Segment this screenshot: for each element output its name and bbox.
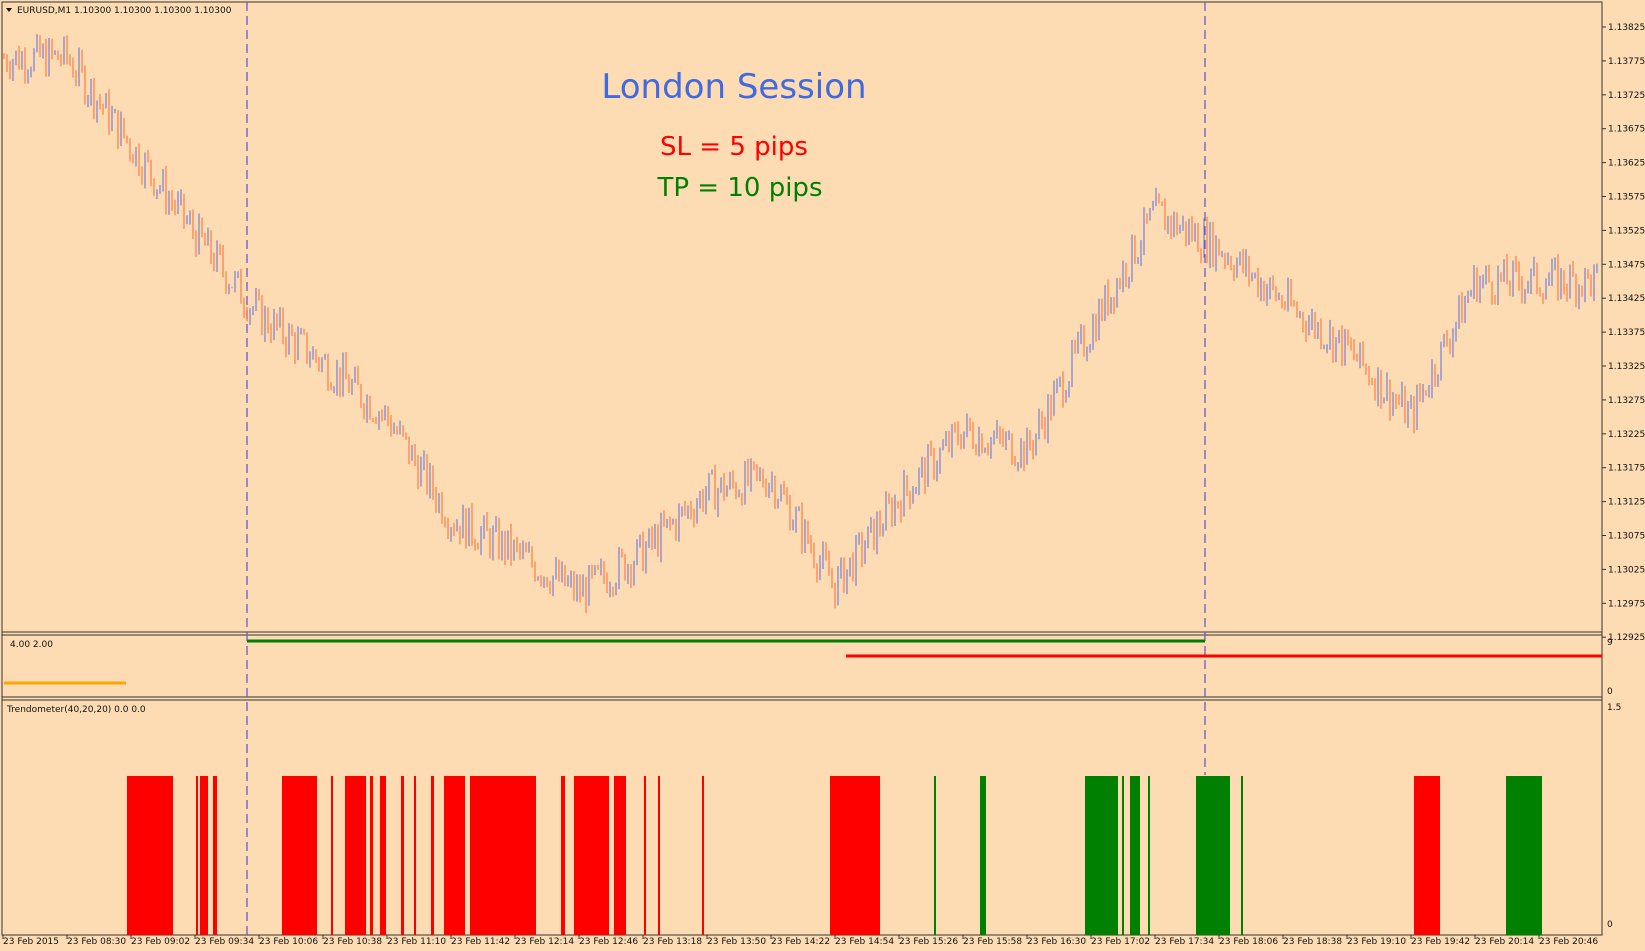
price-tick-label: 1.13075 xyxy=(1608,532,1645,542)
trend-axis-top: 1.5 xyxy=(1607,703,1621,713)
time-tick-label: 23 Feb 12:14 xyxy=(515,937,574,947)
trend-bar-red xyxy=(644,776,646,935)
candlestick-series xyxy=(3,34,1598,614)
trend-bar-red xyxy=(574,776,609,935)
price-tick-label: 1.13325 xyxy=(1608,362,1645,372)
time-tick-label: 23 Feb 20:46 xyxy=(1539,937,1598,947)
trend-bar-red xyxy=(614,776,626,935)
symbol-header: EURUSD,M1 1.10300 1.10300 1.10300 1.1030… xyxy=(17,6,232,16)
time-tick-label: 23 Feb 10:06 xyxy=(259,937,318,947)
trend-bar-red xyxy=(213,776,217,935)
time-tick-label: 23 Feb 10:38 xyxy=(323,937,382,947)
trend-bar-red xyxy=(196,776,198,935)
chevron-down-icon[interactable] xyxy=(6,8,12,12)
time-tick-label: 23 Feb 11:10 xyxy=(387,937,446,947)
time-axis: 23 Feb 2015 23 Feb 08:30 23 Feb 09:02 23 Fe… xyxy=(2,935,1598,947)
time-tick-label: 23 Feb 14:54 xyxy=(835,937,894,947)
trend-histogram xyxy=(127,776,1542,935)
time-tick-label: 23 Feb 18:06 xyxy=(1219,937,1278,947)
trend-bar-green xyxy=(1122,776,1124,935)
price-tick-label: 1.12975 xyxy=(1608,599,1645,609)
trend-bar-green xyxy=(1130,776,1140,935)
time-tick-label: 23 Feb 20:14 xyxy=(1475,937,1534,947)
price-tick-label: 1.13025 xyxy=(1608,565,1645,575)
trend-bar-red xyxy=(345,776,366,935)
time-tick-label: 23 Feb 2015 xyxy=(3,937,59,947)
trend-bar-green xyxy=(1085,776,1118,935)
session-label[interactable]: London Session xyxy=(601,67,866,107)
middle-axis-top: 9 xyxy=(1607,638,1613,648)
trend-bar-red xyxy=(380,776,386,935)
price-tick-label: 1.13825 xyxy=(1608,23,1645,33)
time-tick-label: 23 Feb 17:34 xyxy=(1155,937,1214,947)
time-tick-label: 23 Feb 19:10 xyxy=(1347,937,1406,947)
trend-axis-bottom: 0 xyxy=(1607,920,1613,930)
time-tick-label: 23 Feb 15:58 xyxy=(963,937,1022,947)
time-tick-label: 23 Feb 16:30 xyxy=(1027,937,1086,947)
middle-panel-label: 4.00 2.00 xyxy=(10,640,53,650)
trend-bar-red xyxy=(414,776,416,935)
price-tick-label: 1.13475 xyxy=(1608,260,1645,270)
sl-label[interactable]: SL = 5 pips xyxy=(660,132,808,162)
time-tick-label: 23 Feb 18:38 xyxy=(1283,937,1342,947)
price-tick-label: 1.13125 xyxy=(1608,498,1645,508)
time-tick-label: 23 Feb 12:46 xyxy=(579,937,638,947)
trend-bar-red xyxy=(702,776,704,935)
time-tick-label: 23 Feb 13:50 xyxy=(707,937,766,947)
price-tick-label: 1.13425 xyxy=(1608,294,1645,304)
price-tick-label: 1.13375 xyxy=(1608,328,1645,338)
tp-label[interactable]: TP = 10 pips xyxy=(656,173,822,203)
trend-bar-red xyxy=(561,776,565,935)
trend-bar-red xyxy=(370,776,373,935)
price-tick-label: 1.13525 xyxy=(1608,226,1645,236)
trend-bar-red xyxy=(658,776,660,935)
trend-bar-red xyxy=(1414,776,1440,935)
trend-bar-green xyxy=(934,776,936,935)
price-tick-label: 1.13575 xyxy=(1608,193,1645,203)
price-tick-label: 1.13225 xyxy=(1608,430,1645,440)
time-tick-label: 23 Feb 17:02 xyxy=(1091,937,1150,947)
price-tick-label: 1.13275 xyxy=(1608,396,1645,406)
trend-bar-red xyxy=(444,776,465,935)
price-tick-label: 1.12925 xyxy=(1608,633,1645,643)
time-tick-label: 23 Feb 09:34 xyxy=(195,937,254,947)
time-tick-label: 23 Feb 14:22 xyxy=(771,937,830,947)
trend-bar-green xyxy=(1241,776,1243,935)
trend-bar-red xyxy=(401,776,404,935)
trend-bar-green xyxy=(1196,776,1230,935)
price-axis: 1.13825 1.13775 1.13725 1.13675 1.13625 1.135… xyxy=(1602,23,1645,643)
trend-bar-red xyxy=(200,776,208,935)
price-tick-label: 1.13175 xyxy=(1608,464,1645,474)
time-tick-label: 23 Feb 09:02 xyxy=(131,937,190,947)
price-tick-label: 1.13675 xyxy=(1608,125,1645,135)
price-tick-label: 1.13625 xyxy=(1608,159,1645,169)
time-tick-label: 23 Feb 11:42 xyxy=(451,937,510,947)
trend-bar-green xyxy=(1506,776,1542,935)
time-tick-label: 23 Feb 13:18 xyxy=(643,937,702,947)
trend-bar-red xyxy=(470,776,536,935)
trend-bar-green xyxy=(980,776,986,935)
trend-bar-red xyxy=(127,776,173,935)
trend-bar-red xyxy=(331,776,333,935)
time-tick-label: 23 Feb 19:42 xyxy=(1411,937,1470,947)
trend-bar-green xyxy=(1148,776,1150,935)
trend-bar-red xyxy=(431,776,434,935)
trend-bar-red xyxy=(282,776,317,935)
time-tick-label: 23 Feb 08:30 xyxy=(67,937,126,947)
trend-panel-label: Trendometer(40,20,20) 0.0 0.0 xyxy=(6,705,146,715)
price-tick-label: 1.13775 xyxy=(1608,57,1645,67)
time-tick-label: 23 Feb 15:26 xyxy=(899,937,958,947)
middle-axis-bottom: 0 xyxy=(1607,687,1613,697)
trend-bar-red xyxy=(830,776,880,935)
price-tick-label: 1.13725 xyxy=(1608,91,1645,101)
